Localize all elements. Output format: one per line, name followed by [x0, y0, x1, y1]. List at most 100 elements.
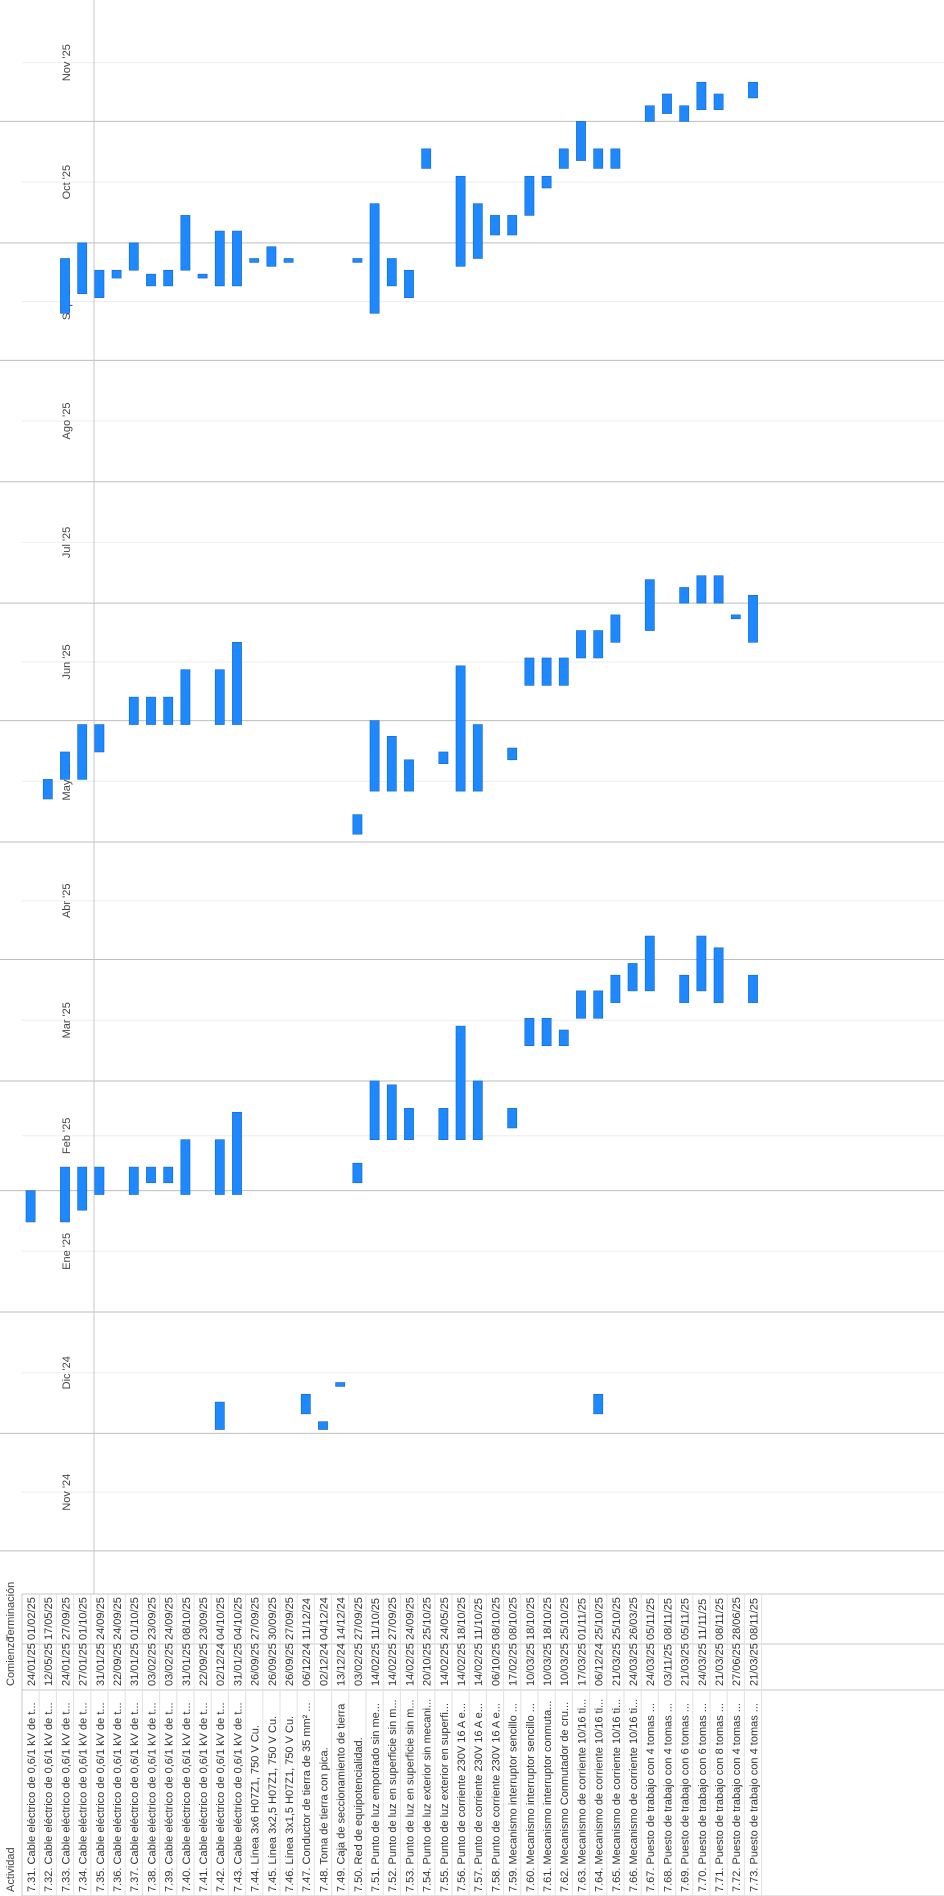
activity-name: 7.34. Cable eléctrico de 0,6/1 kV de t..…: [78, 1702, 90, 1892]
activity-name: 7.51. Punto de luz empotrado sin me...: [370, 1703, 382, 1892]
gantt-bar: [713, 93, 724, 110]
month-label: Mar '25: [61, 1002, 73, 1038]
activity-name: 7.59. Mecanismo interruptor sencillo ...: [508, 1703, 520, 1892]
gantt-bar: [214, 1139, 225, 1195]
gantt-bar: [77, 724, 88, 780]
activity-start: 21/03/25: [680, 1643, 692, 1686]
gantt-bar: [507, 1108, 518, 1129]
activity-start: 24/03/25: [697, 1643, 709, 1686]
gantt-bar: [576, 990, 586, 1019]
gantt-bar: [472, 724, 483, 792]
activity-name: 7.42. Cable eléctrico de 0,6/1 kV de t..…: [215, 1702, 227, 1892]
activity-end: 11/11/25: [697, 1599, 709, 1640]
activity-start: 14/02/25: [387, 1643, 399, 1686]
gantt-bar: [386, 735, 397, 792]
gantt-bar: [404, 1108, 414, 1140]
gantt-bar: [524, 657, 535, 686]
gantt-bar: [300, 1393, 311, 1415]
activity-end: 24/09/25: [164, 1597, 176, 1640]
activity-start: 21/03/25: [611, 1643, 623, 1686]
activity-name: 7.53. Punto de luz en superficie sin m..…: [404, 1699, 416, 1892]
gantt-bar: [318, 1421, 328, 1430]
gantt-bar: [610, 974, 621, 1003]
activity-name: 7.35. Cable eléctrico de 0,6/1 kV de t..…: [95, 1702, 107, 1892]
gantt-bar: [558, 148, 569, 169]
activity-start: 03/02/25: [146, 1643, 158, 1686]
activity-end: 08/11/25: [714, 1598, 726, 1640]
activity-name: 7.69. Puesto de trabajo con 6 tomas ...: [680, 1703, 692, 1892]
gantt-bar: [180, 1139, 191, 1195]
month-label: Nov '24: [61, 1474, 73, 1511]
activity-start: 31/01/25: [129, 1643, 141, 1686]
gantt-bar: [696, 575, 707, 604]
activity-name: 7.57. Punto de corriente 230V 16 A e...: [473, 1703, 485, 1892]
activity-end: 26/03/25: [628, 1597, 640, 1640]
gantt-bar: [730, 614, 741, 620]
gantt-bar: [77, 242, 88, 295]
gantt-bar: [627, 963, 638, 992]
gantt-bar: [662, 93, 672, 114]
gantt-bar: [60, 1166, 70, 1223]
activity-name: 7.31. Cable eléctrico de 0,6/1 kV de t..…: [26, 1702, 38, 1892]
activity-end: 11/10/25: [370, 1598, 382, 1640]
gantt-bar: [507, 215, 518, 236]
activity-name: 7.32. Cable eléctrico de 0,6/1 kV de t..…: [43, 1702, 55, 1892]
activity-name: 7.60. Mecanismo interruptor sencillo ...: [525, 1703, 537, 1892]
gantt-bar: [472, 203, 483, 259]
activity-name: 7.44. Línea 3x6 H07Z1, 750 V Cu.: [250, 1725, 262, 1892]
activity-end: 24/09/25: [404, 1597, 416, 1640]
activity-name: 7.47. Conductor de tierra de 35 mm² ...: [301, 1702, 313, 1892]
gantt-bar: [541, 1017, 552, 1046]
gantt-bar: [163, 269, 174, 287]
activity-end: 05/11/25: [645, 1598, 657, 1640]
gantt-bar: [128, 242, 139, 271]
activity-name: 7.41. Cable eléctrico de 0,6/1 kV de t..…: [198, 1702, 210, 1892]
activity-start: 24/01/25: [26, 1643, 38, 1686]
gantt-bar: [404, 759, 414, 792]
activity-start: 12/05/25: [43, 1643, 55, 1686]
activity-end: 01/10/25: [78, 1597, 90, 1640]
activity-start: 06/12/24: [594, 1643, 606, 1686]
activity-end: 04/10/25: [232, 1597, 244, 1640]
gantt-bar: [455, 665, 466, 792]
gantt-bar: [94, 1166, 105, 1195]
gantt-bar: [42, 779, 53, 800]
activity-start: 31/01/25: [181, 1643, 193, 1686]
activity-end: 24/09/25: [95, 1597, 107, 1640]
month-label: Oct '25: [61, 165, 73, 200]
gantt-bar: [679, 105, 690, 122]
activity-start: 31/01/25: [95, 1643, 107, 1686]
activity-start: 24/03/25: [628, 1643, 640, 1686]
gantt-bar: [386, 1084, 397, 1140]
gantt-bar: [180, 215, 191, 271]
gantt-bar: [232, 230, 242, 287]
activity-end: 23/09/25: [146, 1597, 158, 1640]
activity-name: 7.36. Cable eléctrico de 0,6/1 kV de t..…: [112, 1702, 124, 1892]
activity-start: 14/02/25: [439, 1643, 451, 1686]
gantt-bar: [644, 935, 655, 992]
activity-end: 25/10/25: [422, 1597, 434, 1640]
activity-start: 03/11/25: [662, 1644, 674, 1686]
month-label: Ago '25: [61, 403, 73, 440]
activity-start: 20/10/25: [422, 1643, 434, 1686]
activity-name: 7.49. Caja de seccionamiento de tierra: [336, 1703, 348, 1892]
month-label: Jun '25: [61, 644, 73, 679]
gantt-bar: [610, 148, 621, 169]
activity-name: 7.73. Puesto de trabajo con 4 tomas ...: [748, 1703, 760, 1892]
gantt-bar: [593, 630, 604, 659]
activity-name: 7.62. Mecanismo Conmutador de cru...: [559, 1702, 571, 1892]
activity-name: 7.55. Punto de luz exterior en superfi..…: [439, 1703, 451, 1892]
activity-end: 27/09/25: [284, 1597, 296, 1640]
activity-end: 25/10/25: [611, 1597, 623, 1640]
gantt-bar: [679, 587, 690, 604]
gantt-bar: [576, 630, 586, 659]
activity-end: 08/11/25: [662, 1598, 674, 1640]
activity-start: 17/03/25: [576, 1643, 588, 1686]
gantt-bar: [610, 614, 621, 643]
activity-start: 27/06/25: [731, 1643, 743, 1686]
gantt-bar: [214, 1401, 225, 1430]
gantt-bar: [128, 696, 139, 725]
gantt-bar: [214, 669, 225, 725]
activity-end: 27/09/25: [60, 1597, 72, 1640]
